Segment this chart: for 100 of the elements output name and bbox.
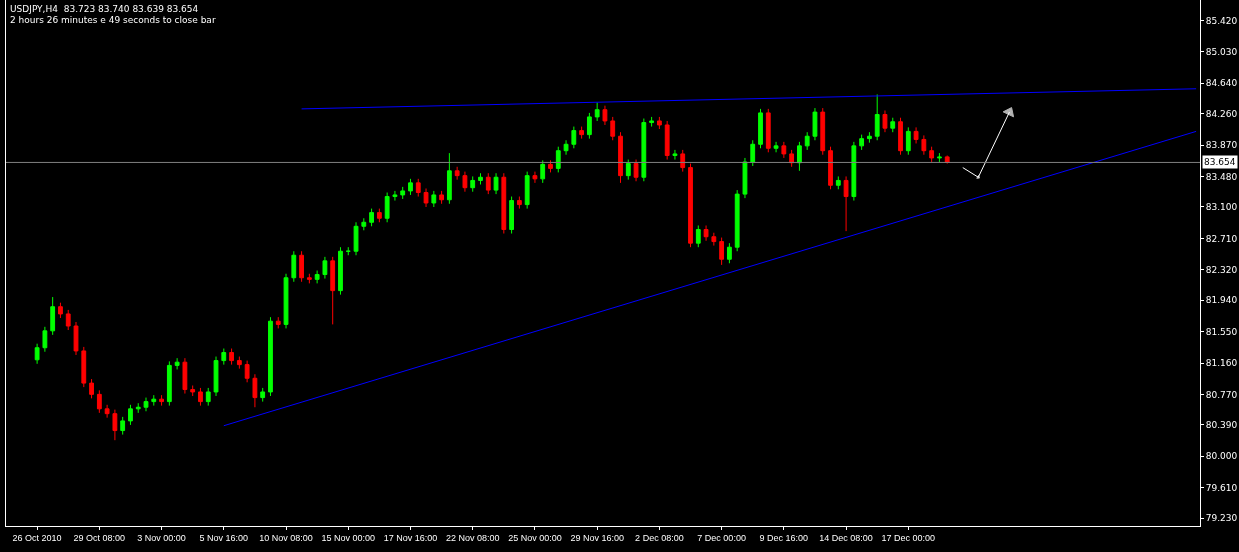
candlestick [532,171,538,184]
candlestick [213,356,219,397]
candlestick [322,256,328,280]
candlestick [602,105,608,126]
candlestick [703,224,709,242]
candlestick [874,93,880,141]
x-tick-label: 15 Nov 00:00 [321,532,376,543]
candlestick [306,273,312,284]
candlestick [672,149,678,161]
candlestick [89,378,94,399]
candlestick [159,394,164,407]
candlestick [221,348,227,366]
candlestick [820,107,826,156]
candlestick [376,208,382,223]
y-tick-label: 79.230 [1205,513,1238,524]
candlestick [73,321,79,356]
x-tick-label: 29 Oct 08:00 [73,532,126,543]
candlestick [392,190,398,202]
candlestick [353,221,359,256]
candlestick [586,112,592,140]
x-tick-label: 25 Nov 00:00 [508,532,562,543]
candlestick [462,171,468,193]
y-tick-label: 80.390 [1205,420,1238,431]
candlestick [641,118,647,182]
candlestick [610,116,616,141]
y-tick-label: 80.000 [1205,451,1238,462]
candlestick [198,387,203,407]
candlestick [439,190,444,205]
candlestick [42,326,48,353]
candlestick [812,107,818,141]
candlestick [229,348,234,366]
x-tick-label: 7 Dec 00:00 [697,532,746,543]
x-tick-label: 22 Nov 08:00 [445,532,500,543]
candlestick [65,309,71,331]
candlestick [867,131,872,144]
y-tick-label: 83.480 [1205,171,1238,182]
candlestick [944,155,950,165]
candlestick [58,302,63,319]
candlestick [384,192,390,223]
x-tick-label: 2 Dec 08:00 [635,532,684,543]
candlestick [843,175,849,232]
candlestick [143,397,149,412]
candlestick [890,117,896,133]
candlestick [338,246,343,296]
y-tick-label: 81.550 [1205,326,1238,337]
candlestick [711,232,717,247]
candlestick [750,139,756,167]
y-tick-label: 84.640 [1205,78,1238,89]
candlestick [400,186,406,200]
candlestick [633,159,639,182]
candlestick [454,166,460,181]
candlestick [835,175,841,190]
candlestick [299,250,304,283]
candlestick [618,131,623,184]
y-tick-label: 82.320 [1205,264,1238,275]
candlestick [128,404,133,426]
candlestick [509,196,515,235]
y-tick-label: 83.870 [1205,140,1238,151]
candlestick [773,141,779,153]
candlestick [921,134,927,156]
candlestick [236,356,242,370]
candlestick [524,171,530,210]
candlestick [695,224,701,248]
y-tick-label: 82.710 [1205,233,1238,244]
y-tick-label: 81.940 [1205,295,1238,306]
candlestick [369,208,374,227]
y-tick-label: 79.610 [1205,482,1238,493]
ref-line-label: 83.654 [1204,157,1236,167]
candlestick [734,189,740,252]
candlestick [765,108,771,153]
candlestick [268,316,273,397]
candlestick [579,126,585,140]
candlestick [478,172,483,185]
candlestick [905,126,911,156]
candlestick [656,116,662,130]
candlestick [283,273,289,329]
candlestick [719,237,725,266]
candlestick [205,387,211,407]
candlestick [446,152,452,205]
candlestick [330,256,336,325]
candlestick [781,141,787,159]
candlestick [182,357,188,395]
candlestick [291,250,297,283]
candlestick [345,246,351,256]
candlestick [166,360,172,407]
candlestick [431,190,437,208]
candlestick [540,159,546,184]
candlestick [804,131,810,151]
candlestick [882,109,888,133]
x-tick-label: 3 Nov 00:00 [137,532,186,543]
x-tick-label: 26 Oct 2010 [12,532,62,543]
candlestick [81,346,87,388]
candlestick [680,149,686,173]
candlestick [851,141,857,202]
candlestick [797,141,802,172]
candlestick [898,117,903,156]
candlestick [408,178,413,196]
candlestick [275,316,281,329]
y-tick-label: 85.420 [1205,15,1238,26]
candlestick [501,172,507,235]
